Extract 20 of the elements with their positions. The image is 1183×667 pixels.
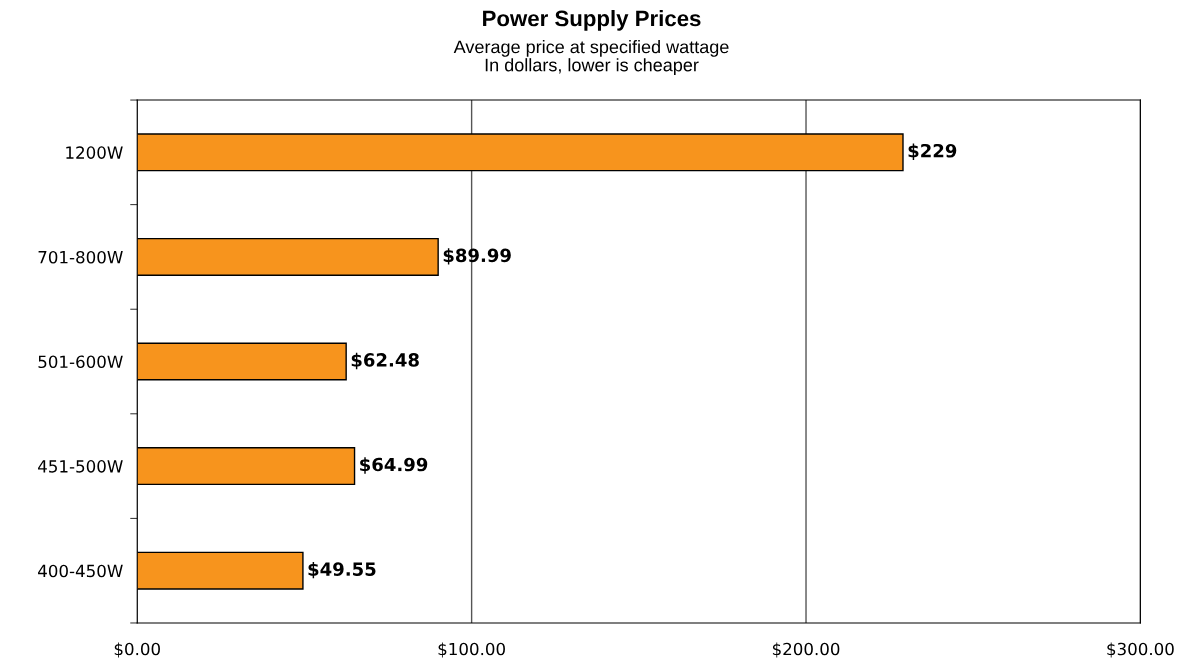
chart-title: Power Supply Prices — [483, 10, 701, 31]
y-tick-label: 1200W — [66, 146, 123, 159]
data-label: $49.55 — [308, 561, 376, 579]
y-tick-label: 400-450W — [38, 564, 123, 578]
y-tick-label: 451-500W — [38, 460, 123, 473]
data-label: $229 — [908, 143, 957, 160]
bar — [137, 237, 439, 276]
x-tick-label: $200.00 — [772, 642, 840, 658]
bar — [137, 447, 356, 486]
data-label: $64.99 — [360, 457, 428, 474]
data-label: $62.48 — [351, 352, 419, 370]
chart-subtitle: Average price at specified wattage In dollars, lower is cheaper — [453, 40, 729, 75]
x-tick-label: $100.00 — [438, 642, 505, 658]
bar — [137, 342, 347, 381]
x-tick-label: $0.00 — [114, 642, 160, 658]
bar — [137, 551, 304, 590]
x-tick-label: $300.00 — [1107, 642, 1174, 658]
bar — [137, 133, 904, 172]
y-tick-label: 701-800W — [38, 250, 123, 264]
y-tick-label: 501-600W — [38, 355, 123, 369]
